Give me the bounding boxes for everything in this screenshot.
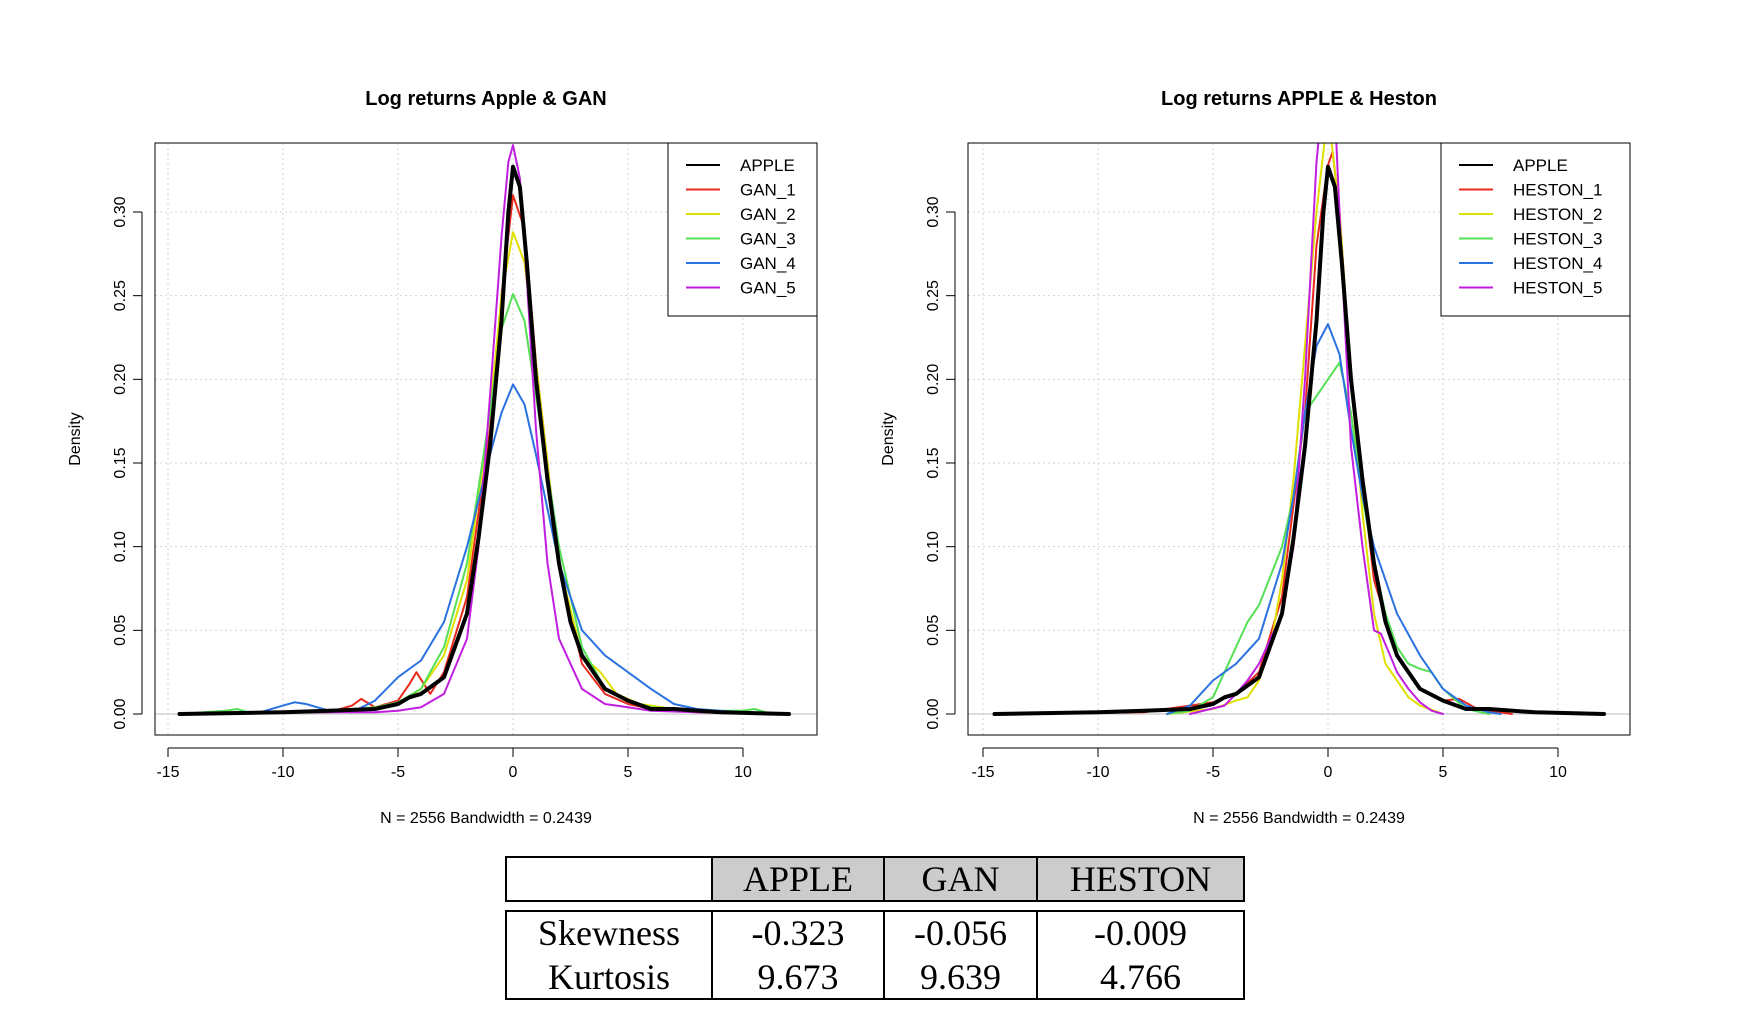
x-tick-label: 5: [624, 764, 633, 781]
x-tick-label: -5: [1206, 764, 1220, 781]
y-tick-label: 0.00: [925, 698, 942, 729]
y-tick-label: 0.25: [925, 280, 942, 311]
chart-title: Log returns Apple & GAN: [365, 88, 606, 110]
legend-label: HESTON_3: [1513, 230, 1602, 249]
legend-label: HESTON_4: [1513, 254, 1602, 273]
legend-label: GAN_2: [740, 205, 796, 224]
x-tick-label: 0: [1324, 764, 1333, 781]
legend-label: GAN_1: [740, 181, 796, 200]
series-line-heston_2: [1166, 143, 1444, 715]
gan-skewness: -0.056: [914, 913, 1007, 953]
legend-label: GAN_3: [740, 230, 796, 249]
y-axis-title: Density: [880, 412, 897, 465]
legend: APPLE HESTON_1 HESTON_2 HESTON_3 HESTON_4 HES…: [1440, 142, 1631, 317]
x-tick-label: 10: [1549, 764, 1567, 781]
x-tick-label: 0: [509, 764, 518, 781]
y-axis: 0.00 0.05 0.10 0.15 0.20 0.25 0.30: [112, 196, 143, 730]
plot-apple-gan: -15 -10 -5 0 5 10 0.00 0.05 0.10 0.15 0.20 0.25 0.30…: [67, 88, 818, 827]
series-line-heston_4: [1166, 323, 1502, 715]
x-tick-label: 5: [1439, 764, 1448, 781]
series-line-gan_5: [178, 144, 790, 715]
y-tick-label: 0.10: [112, 531, 129, 562]
x-axis: -15 -10 -5 0 5 10: [156, 747, 752, 781]
legend-label: HESTON_1: [1513, 181, 1602, 200]
x-tick-label: -10: [271, 764, 294, 781]
y-tick-label: 0.30: [925, 196, 942, 227]
legend-label: GAN_4: [740, 254, 796, 273]
series-line-gan_1: [178, 194, 790, 715]
legend-label: GAN_5: [740, 279, 796, 298]
series-line-apple: [177, 164, 791, 716]
y-tick-label: 0.05: [112, 615, 129, 646]
legend-label: APPLE: [740, 156, 795, 175]
header-heston: HESTON: [1036, 858, 1243, 900]
series-group: [992, 143, 1606, 716]
gan-values: -0.056 9.639: [883, 912, 1036, 998]
y-axis: 0.00 0.05 0.10 0.15 0.20 0.25 0.30: [925, 196, 956, 730]
series-group: [177, 144, 791, 716]
y-tick-label: 0.00: [112, 698, 129, 729]
gan-kurtosis: 9.639: [920, 957, 1001, 997]
y-tick-label: 0.20: [925, 364, 942, 395]
plot-frame: [154, 142, 818, 736]
plot-frame: [967, 142, 1631, 736]
stats-table: APPLE GAN HESTON Skewness Kurtosis -0.32…: [505, 856, 1245, 1000]
x-tick-label: -5: [391, 764, 405, 781]
x-tick-label: -15: [156, 764, 179, 781]
chart-title: Log returns APPLE & Heston: [1161, 88, 1437, 110]
y-tick-label: 0.30: [112, 196, 129, 227]
y-tick-label: 0.15: [925, 447, 942, 478]
series-line-heston_5: [1189, 143, 1444, 715]
y-tick-label: 0.20: [112, 364, 129, 395]
legend-label: HESTON_2: [1513, 205, 1602, 224]
heston-skewness: -0.009: [1094, 913, 1187, 953]
y-tick-label: 0.25: [112, 280, 129, 311]
apple-kurtosis: 9.673: [757, 957, 839, 997]
x-tick-label: -15: [971, 764, 994, 781]
x-tick-label: 10: [734, 764, 752, 781]
legend-label: APPLE: [1513, 156, 1568, 175]
y-tick-label: 0.05: [925, 615, 942, 646]
row-labels: Skewness Kurtosis: [507, 912, 711, 998]
series-line-apple: [992, 164, 1606, 716]
apple-skewness: -0.323: [751, 913, 845, 953]
plot-apple-heston: -15 -10 -5 0 5 10 0.00 0.05 0.10 0.15 0.20 0.25 0.30…: [880, 88, 1631, 827]
x-tick-label: -10: [1086, 764, 1109, 781]
header-blank-cell: [507, 858, 711, 900]
legend-label: HESTON_5: [1513, 279, 1602, 298]
row-label-kurtosis: Kurtosis: [547, 957, 670, 997]
x-axis-title: N = 2556 Bandwidth = 0.2439: [380, 810, 592, 827]
series-line-gan_4: [178, 383, 790, 715]
x-axis: -15 -10 -5 0 5 10: [971, 747, 1567, 781]
stats-table-header: APPLE GAN HESTON: [505, 856, 1245, 902]
header-gan: GAN: [883, 858, 1036, 900]
y-tick-label: 0.10: [925, 531, 942, 562]
heston-kurtosis: 4.766: [1100, 957, 1181, 997]
header-apple: APPLE: [711, 858, 883, 900]
series-line-heston_3: [1166, 361, 1490, 715]
x-axis-title: N = 2556 Bandwidth = 0.2439: [1193, 810, 1405, 827]
legend: APPLE GAN_1 GAN_2 GAN_3 GAN_4 GAN_5: [667, 142, 818, 317]
row-label-skewness: Skewness: [538, 913, 680, 953]
stats-table-body: Skewness Kurtosis -0.323 9.673 -0.056 9.…: [505, 910, 1245, 1000]
series-line-heston_1: [993, 150, 1513, 715]
heston-values: -0.009 4.766: [1036, 912, 1243, 998]
y-axis-title: Density: [67, 412, 84, 465]
apple-values: -0.323 9.673: [711, 912, 883, 998]
y-tick-label: 0.15: [112, 447, 129, 478]
